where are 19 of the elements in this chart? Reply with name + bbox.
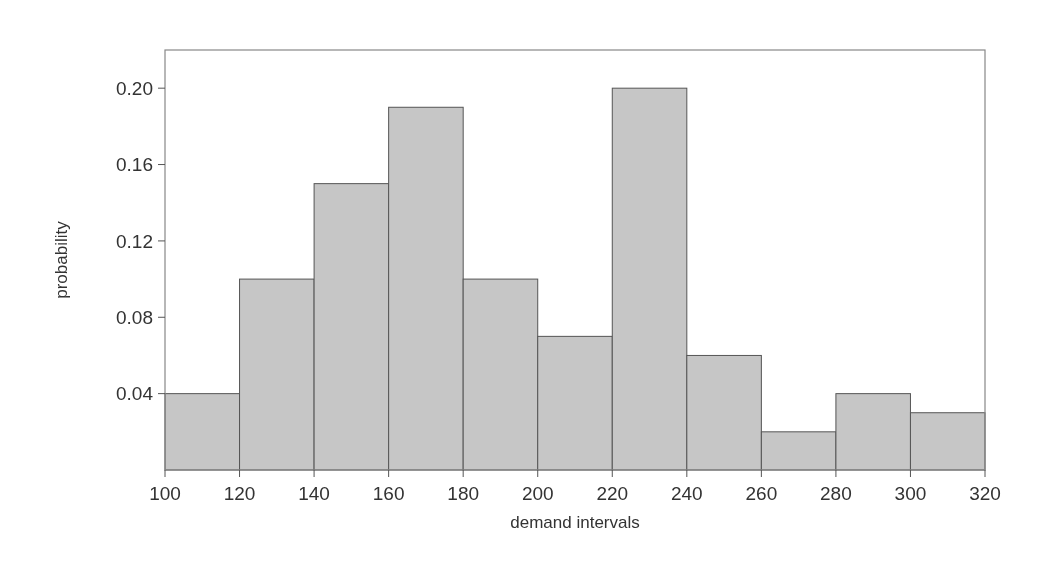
y-axis-title: probability [52,220,71,299]
x-axis-title: demand intervals [510,513,640,532]
x-tick-label: 100 [149,483,181,504]
y-tick-label: 0.16 [116,154,153,176]
y-tick-label: 0.04 [116,383,154,405]
x-tick-label: 300 [894,483,927,504]
y-tick-label: 0.08 [116,306,153,328]
x-tick-label: 260 [745,483,778,504]
x-tick-label: 180 [447,483,480,504]
x-tick-label: 320 [969,483,1001,504]
x-tick-label: 200 [521,483,554,504]
y-tick-label: 0.12 [116,230,153,252]
x-tick-label: 140 [298,483,330,504]
x-tick-label: 220 [596,483,629,504]
y-tick-label: 0.20 [116,77,153,99]
x-tick-label: 120 [223,483,256,504]
x-tick-label: 160 [372,483,405,504]
x-tick-label: 240 [670,483,703,504]
x-tick-label: 280 [820,483,852,504]
